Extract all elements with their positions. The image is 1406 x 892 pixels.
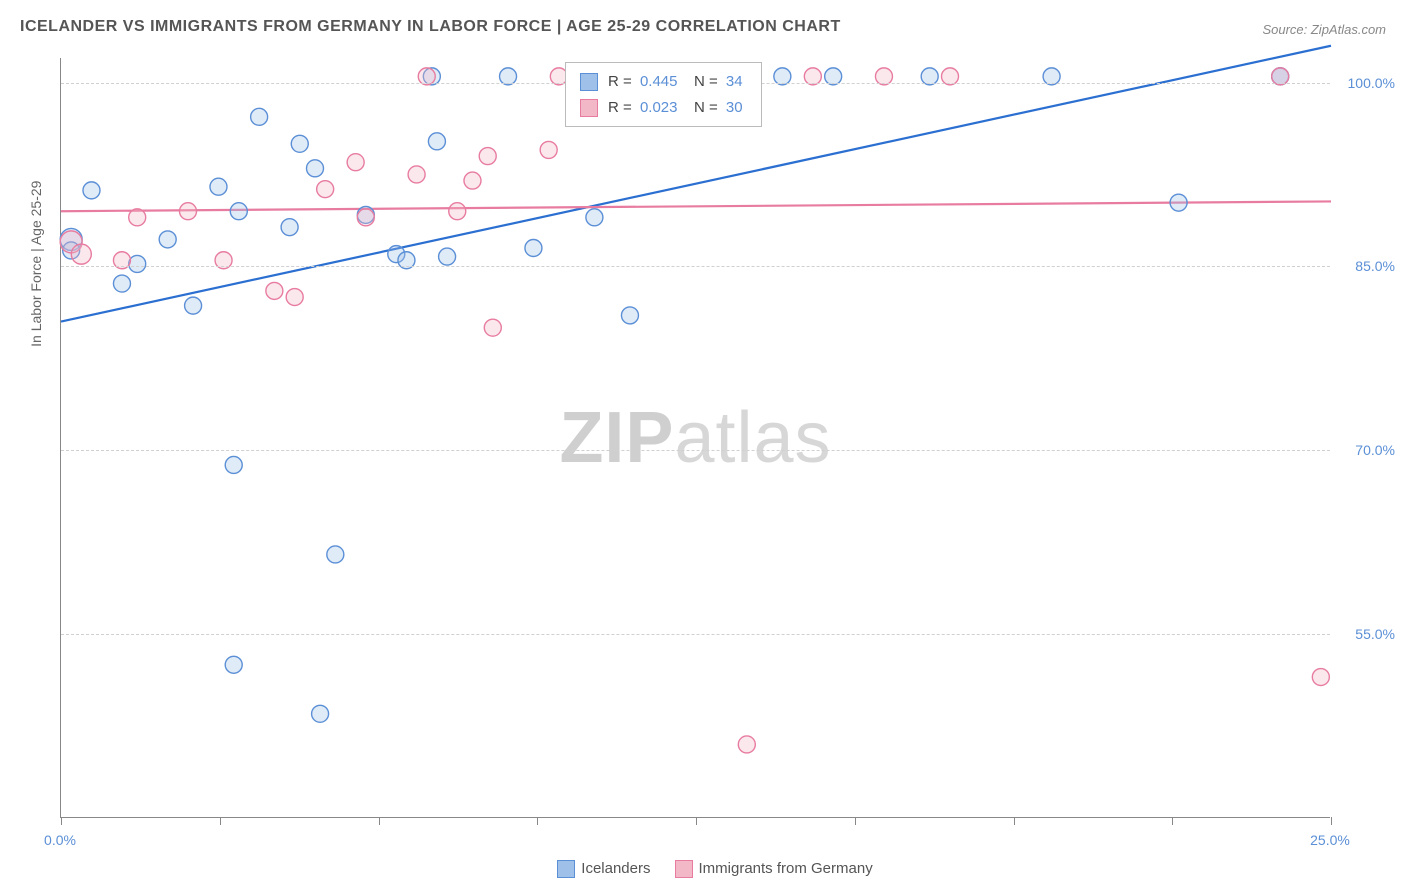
scatter-svg bbox=[61, 58, 1330, 817]
data-point bbox=[210, 178, 227, 195]
trend-line bbox=[61, 201, 1331, 211]
legend-bottom: Icelanders Immigrants from Germany bbox=[0, 860, 1406, 878]
data-point bbox=[408, 166, 425, 183]
x-tick bbox=[220, 817, 221, 825]
data-point bbox=[738, 736, 755, 753]
x-tick-label: 25.0% bbox=[1310, 832, 1350, 848]
x-tick bbox=[1172, 817, 1173, 825]
legend-label: Icelanders bbox=[581, 860, 650, 877]
stats-n-value: 34 bbox=[726, 73, 743, 90]
data-point bbox=[129, 255, 146, 272]
x-tick bbox=[379, 817, 380, 825]
x-tick bbox=[61, 817, 62, 825]
y-tick-label: 70.0% bbox=[1335, 442, 1395, 458]
data-point bbox=[185, 297, 202, 314]
data-point bbox=[1170, 194, 1187, 211]
data-point bbox=[525, 240, 542, 257]
stats-r-value: 0.445 bbox=[640, 73, 678, 90]
stats-row: R = 0.445 N = 34 bbox=[580, 69, 747, 95]
data-point bbox=[291, 135, 308, 152]
x-tick bbox=[537, 817, 538, 825]
data-point bbox=[464, 172, 481, 189]
data-point bbox=[312, 705, 329, 722]
data-point bbox=[159, 231, 176, 248]
data-point bbox=[225, 656, 242, 673]
data-point bbox=[225, 456, 242, 473]
data-point bbox=[479, 148, 496, 165]
x-tick-label: 0.0% bbox=[44, 832, 76, 848]
x-tick bbox=[855, 817, 856, 825]
gridline-horizontal bbox=[61, 450, 1330, 451]
y-axis-title: In Labor Force | Age 25-29 bbox=[28, 181, 44, 347]
data-point bbox=[347, 154, 364, 171]
data-point bbox=[129, 209, 146, 226]
data-point bbox=[357, 209, 374, 226]
gridline-horizontal bbox=[61, 634, 1330, 635]
stats-swatch bbox=[580, 99, 598, 117]
data-point bbox=[540, 141, 557, 158]
data-point bbox=[83, 182, 100, 199]
data-point bbox=[317, 181, 334, 198]
y-tick-label: 85.0% bbox=[1335, 258, 1395, 274]
data-point bbox=[180, 203, 197, 220]
legend-label: Immigrants from Germany bbox=[699, 860, 873, 877]
data-point bbox=[327, 546, 344, 563]
data-point bbox=[230, 203, 247, 220]
x-tick bbox=[696, 817, 697, 825]
data-point bbox=[307, 160, 324, 177]
data-point bbox=[251, 108, 268, 125]
data-point bbox=[439, 248, 456, 265]
data-point bbox=[449, 203, 466, 220]
chart-title: ICELANDER VS IMMIGRANTS FROM GERMANY IN … bbox=[20, 18, 841, 36]
data-point bbox=[484, 319, 501, 336]
legend-swatch bbox=[557, 860, 575, 878]
y-tick-label: 100.0% bbox=[1335, 75, 1395, 91]
data-point bbox=[621, 307, 638, 324]
data-point bbox=[71, 244, 91, 264]
stats-swatch bbox=[580, 73, 598, 91]
stats-n-value: 30 bbox=[726, 99, 743, 116]
data-point bbox=[428, 133, 445, 150]
plot-area: ZIPatlas 55.0%70.0%85.0%100.0% bbox=[60, 58, 1330, 818]
data-point bbox=[286, 289, 303, 306]
data-point bbox=[281, 219, 298, 236]
x-tick bbox=[1014, 817, 1015, 825]
legend-swatch bbox=[675, 860, 693, 878]
data-point bbox=[1312, 669, 1329, 686]
data-point bbox=[113, 275, 130, 292]
x-tick bbox=[1331, 817, 1332, 825]
gridline-horizontal bbox=[61, 266, 1330, 267]
stats-row: R = 0.023 N = 30 bbox=[580, 95, 747, 121]
y-tick-label: 55.0% bbox=[1335, 626, 1395, 642]
stats-r-value: 0.023 bbox=[640, 99, 678, 116]
source-attribution: Source: ZipAtlas.com bbox=[1262, 22, 1386, 37]
data-point bbox=[586, 209, 603, 226]
data-point bbox=[266, 282, 283, 299]
stats-box: R = 0.445 N = 34R = 0.023 N = 30 bbox=[565, 62, 762, 127]
